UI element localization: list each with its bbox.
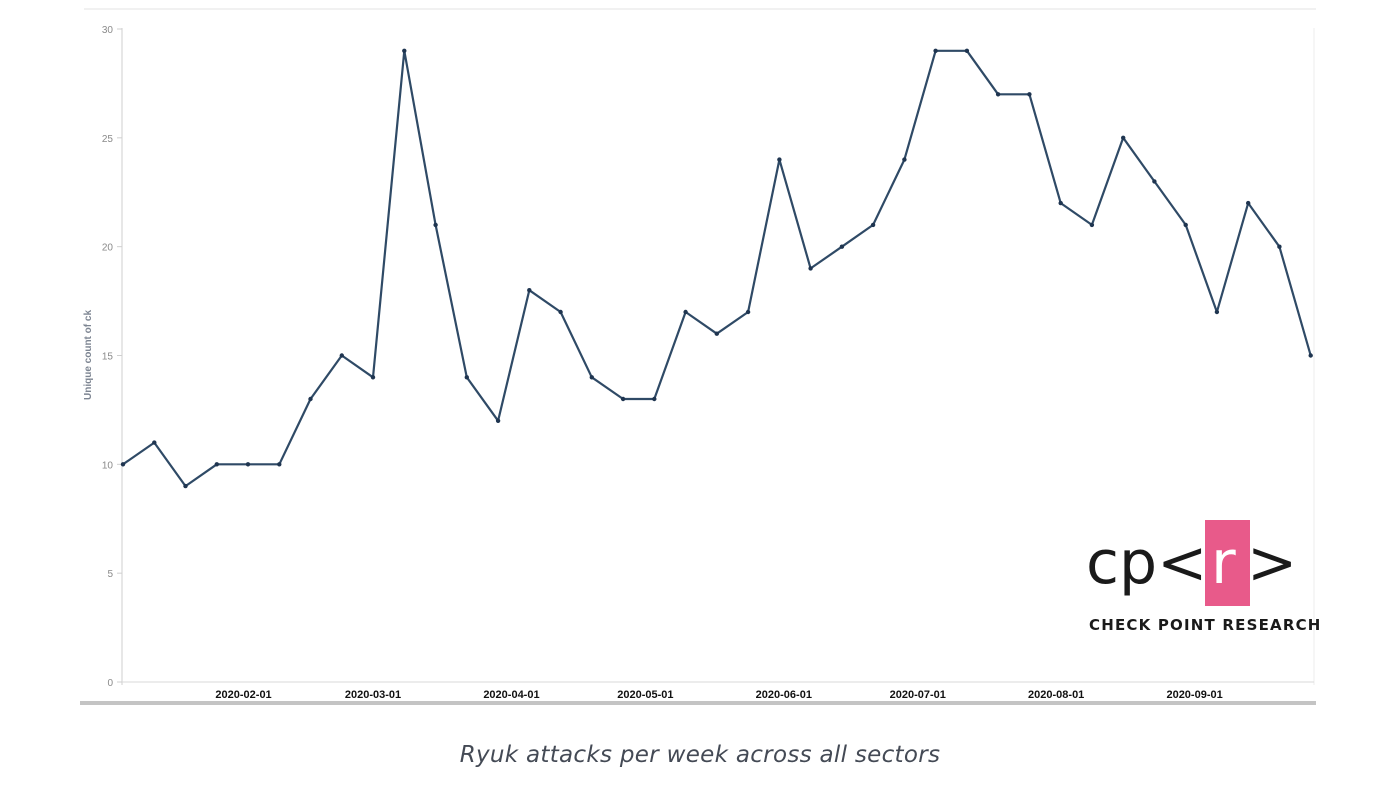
data-point [1246,200,1251,206]
data-point [808,266,813,271]
data-point [1152,179,1157,184]
data-point [995,92,1001,97]
data-point [370,375,376,380]
data-point [652,396,657,402]
top-border [84,8,1316,10]
x-tick-label: 2020-02-01 [215,689,271,701]
data-point [277,462,282,467]
logo-mark-highlight: r [1211,528,1236,598]
y-tick-label: 10 [102,460,114,471]
y-axis-label: Unique count of ck [83,310,94,400]
data-point [402,48,407,53]
y-tick-label: 20 [102,243,114,254]
data-point [339,353,344,358]
x-tick-label: 2020-09-01 [1166,689,1222,701]
data-point [214,462,219,467]
x-tick-label: 2020-08-01 [1028,689,1084,701]
logo-accent-block [1205,520,1250,606]
data-point [714,331,719,336]
logo-subtitle: CHECK POINT RESEARCH [1089,616,1322,634]
data-point [839,244,845,249]
data-point [902,157,907,162]
data-point [433,222,438,228]
data-point [683,309,688,315]
data-point [745,309,751,315]
series-group [120,48,1313,489]
x-tick-label: 2020-06-01 [756,689,812,701]
logo-mark-right: > [1247,528,1297,598]
data-point [1027,92,1032,97]
x-tick-label: 2020-07-01 [890,689,946,701]
y-tick-label: 0 [107,678,113,689]
x-tick-label: 2020-03-01 [345,689,401,701]
data-point [1214,309,1220,315]
data-point [1183,222,1188,228]
x-tick-label: 2020-04-01 [483,689,539,701]
data-point [1089,222,1095,228]
data-point [1058,200,1063,206]
data-point [1308,353,1313,358]
data-point [527,288,532,293]
data-point [308,396,313,402]
data-point [152,440,157,445]
y-tick-label: 25 [102,134,114,145]
data-point [870,222,876,228]
data-point [1277,244,1282,249]
cpr-logo: cp< r > CHECK POINT RESEARCH [1086,520,1322,634]
data-point [1121,135,1126,140]
data-point [464,375,469,380]
data-point [183,483,188,489]
data-point [558,309,563,315]
figure-caption: Ryuk attacks per week across all sectors [459,742,941,768]
panel-baseline [80,701,1316,705]
x-tick-label: 2020-05-01 [617,689,673,701]
data-point [589,375,594,380]
y-tick-label: 15 [102,352,114,363]
series-line [122,49,1312,488]
data-point [933,48,938,53]
data-point [777,157,782,162]
logo-mark-left: cp< [1086,528,1207,598]
x-axis-ticks: 2020-02-01 2020-03-01 2020-04-01 2020-05-01… [215,689,1222,701]
y-tick-label: 30 [102,25,114,36]
data-point [964,48,970,53]
data-point [620,396,626,402]
data-point [495,418,501,423]
y-axis-ticks: 0 5 10 15 20 25 30 [102,25,122,689]
data-point [245,462,251,467]
data-point [120,462,126,467]
y-tick-label: 5 [107,569,113,580]
